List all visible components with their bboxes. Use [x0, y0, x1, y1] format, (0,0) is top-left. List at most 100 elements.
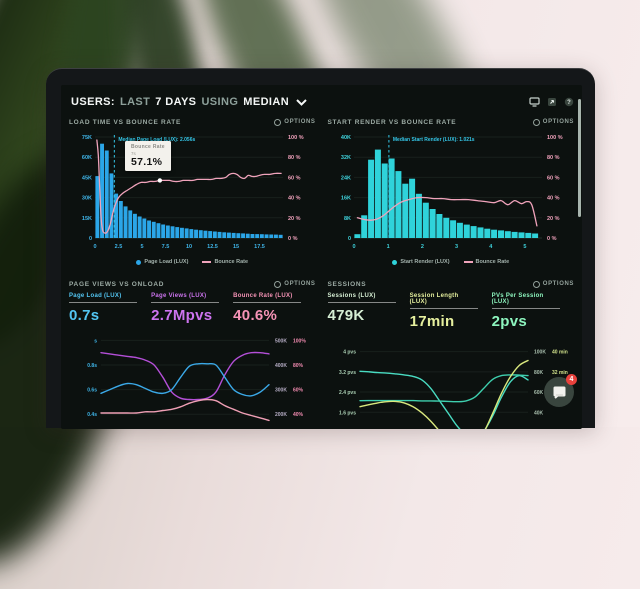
metrics-row: Page Load (LUX) 0.7s Page Views (LUX) 2.… [69, 293, 316, 325]
svg-text:40K: 40K [534, 410, 544, 416]
metric-value: 0.7s [69, 307, 100, 324]
svg-text:0: 0 [89, 236, 92, 242]
tooltip-subtitle: 7s [131, 151, 136, 156]
gear-icon [274, 118, 282, 126]
legend-label: Start Render (LUX) [400, 259, 450, 265]
panel-title: LOAD TIME VS BOUNCE RATE [69, 118, 182, 126]
panel-title: START RENDER VS BOUNCE RATE [327, 118, 457, 126]
metric-label: Sessions (LUX) [327, 293, 396, 303]
svg-text:60%: 60% [293, 388, 304, 394]
metric-value: 17min [409, 313, 455, 330]
svg-text:3: 3 [455, 244, 458, 250]
legend-line-icon [463, 261, 473, 263]
svg-text:Median Page Load (LUX): 2.056s: Median Page Load (LUX): 2.056s [118, 137, 195, 143]
svg-text:4: 4 [489, 244, 493, 250]
svg-text:80%: 80% [293, 363, 304, 369]
svg-text:4 pvs: 4 pvs [343, 350, 356, 356]
svg-text:0.8s: 0.8s [87, 363, 97, 369]
svg-text:100%: 100% [293, 338, 306, 344]
svg-text:7.5: 7.5 [162, 244, 170, 250]
options-button[interactable]: OPTIONS [532, 280, 574, 288]
options-button[interactable]: OPTIONS [532, 118, 574, 126]
header-days-label: 7 DAYS [155, 96, 197, 108]
display-icon[interactable] [529, 97, 540, 107]
svg-text:500K: 500K [275, 338, 287, 344]
metric-page-views: Page Views (LUX) 2.7Mpvs [151, 293, 233, 325]
metric-label: Page Load (LUX) [69, 293, 138, 303]
svg-text:?: ? [567, 100, 571, 106]
help-icon[interactable]: ? [563, 97, 574, 107]
metric-value: 40.6% [233, 307, 278, 324]
chevron-down-icon [296, 98, 307, 106]
svg-text:80K: 80K [534, 370, 544, 376]
svg-text:5: 5 [140, 244, 143, 250]
metric-label: PVs Per Session (LUX) [491, 293, 560, 309]
legend-label: Bounce Rate [214, 259, 249, 265]
svg-text:2: 2 [420, 244, 423, 250]
metric-label: Page Views (LUX) [151, 293, 220, 303]
options-button[interactable]: OPTIONS [274, 280, 315, 288]
svg-text:12.5: 12.5 [207, 244, 218, 250]
metric-value: 2pvs [491, 313, 528, 330]
chat-button[interactable]: 4 [544, 374, 577, 407]
chart-legend: Start Render (LUX) Bounce Rate [328, 256, 575, 268]
svg-text:0: 0 [352, 244, 355, 250]
svg-text:100K: 100K [534, 350, 546, 356]
svg-text:Median Start Render (LUX): 1.0: Median Start Render (LUX): 1.021s [392, 137, 474, 143]
svg-text:5: 5 [523, 244, 526, 250]
svg-text:32K: 32K [340, 155, 350, 161]
metric-page-load: Page Load (LUX) 0.7s [69, 293, 151, 325]
header-users-label: USERS: [71, 96, 115, 108]
panel-load-time-vs-bounce-rate: LOAD TIME VS BOUNCE RATE OPTIONS 75K 100 … [69, 115, 316, 267]
start-render-histogram-chart: 40K 100 % 32K 80 % 24K 60 % 16K 40 % 8K 20 % 0 0 % M… [340, 135, 562, 250]
svg-text:20 %: 20 % [288, 216, 301, 222]
svg-text:15K: 15K [82, 216, 92, 222]
message-icon [553, 386, 565, 399]
header-last-label: LAST [119, 96, 151, 108]
chart-legend: Page Load (LUX) Bounce Rate [69, 256, 316, 268]
svg-text:0.4s: 0.4s [87, 412, 97, 418]
panel-title: SESSIONS [327, 280, 367, 288]
svg-text:32 min: 32 min [552, 370, 568, 376]
svg-text:45K: 45K [82, 175, 92, 181]
dashboard-header: USERS: LAST 7 DAYS USING MEDIAN ? [71, 92, 574, 112]
svg-text:s: s [94, 338, 97, 344]
header-using-label: USING [201, 96, 239, 108]
svg-text:0 %: 0 % [547, 236, 557, 242]
sessions-line-chart: 4 pvs 100K 40 min 3.2 pvs 80K 32 min 2.4 pvs 60… [339, 350, 568, 429]
metric-label: Session Length (LUX) [409, 293, 478, 309]
gear-icon [274, 280, 282, 288]
svg-text:40%: 40% [293, 412, 304, 418]
svg-text:100 %: 100 % [288, 135, 304, 141]
chart-tooltip: Bounce Rate 7s 57.1% [125, 141, 171, 171]
svg-text:17.5: 17.5 [254, 244, 265, 250]
tooltip-title: Bounce Rate [131, 144, 165, 150]
metric-session-length: Session Length (LUX) 17min [409, 293, 492, 331]
svg-text:40 %: 40 % [288, 196, 301, 202]
svg-text:200K: 200K [275, 412, 287, 418]
svg-text:60K: 60K [534, 390, 544, 396]
svg-text:80 %: 80 % [288, 155, 301, 161]
export-icon[interactable] [546, 97, 557, 107]
gear-icon [532, 280, 540, 288]
legend-dot-icon [136, 259, 142, 265]
legend-line-icon [202, 261, 212, 263]
metric-pvs-per-session: PVs Per Session (LUX) 2pvs [491, 293, 574, 331]
options-button[interactable]: OPTIONS [274, 118, 315, 126]
svg-text:10: 10 [186, 244, 192, 250]
svg-text:2.5: 2.5 [115, 244, 123, 250]
svg-text:40 %: 40 % [547, 196, 560, 202]
metric-sessions: Sessions (LUX) 479K [327, 293, 410, 331]
svg-text:16K: 16K [340, 196, 350, 202]
svg-text:2.4 pvs: 2.4 pvs [339, 390, 356, 396]
panel-sessions: SESSIONS OPTIONS Sessions (LUX) 479K Ses… [327, 277, 575, 429]
panel-start-render-vs-bounce-rate: START RENDER VS BOUNCE RATE OPTIONS 40K 1… [328, 115, 575, 267]
users-period-selector[interactable]: USERS: LAST 7 DAYS USING MEDIAN [71, 96, 307, 108]
laptop-bezel: USERS: LAST 7 DAYS USING MEDIAN ? [46, 68, 595, 429]
svg-text:24K: 24K [340, 175, 350, 181]
svg-text:60 %: 60 % [288, 175, 301, 181]
scrollbar[interactable] [578, 99, 581, 217]
legend-dot-icon [392, 259, 398, 265]
svg-text:3.2 pvs: 3.2 pvs [339, 370, 356, 376]
svg-text:8K: 8K [343, 216, 350, 222]
